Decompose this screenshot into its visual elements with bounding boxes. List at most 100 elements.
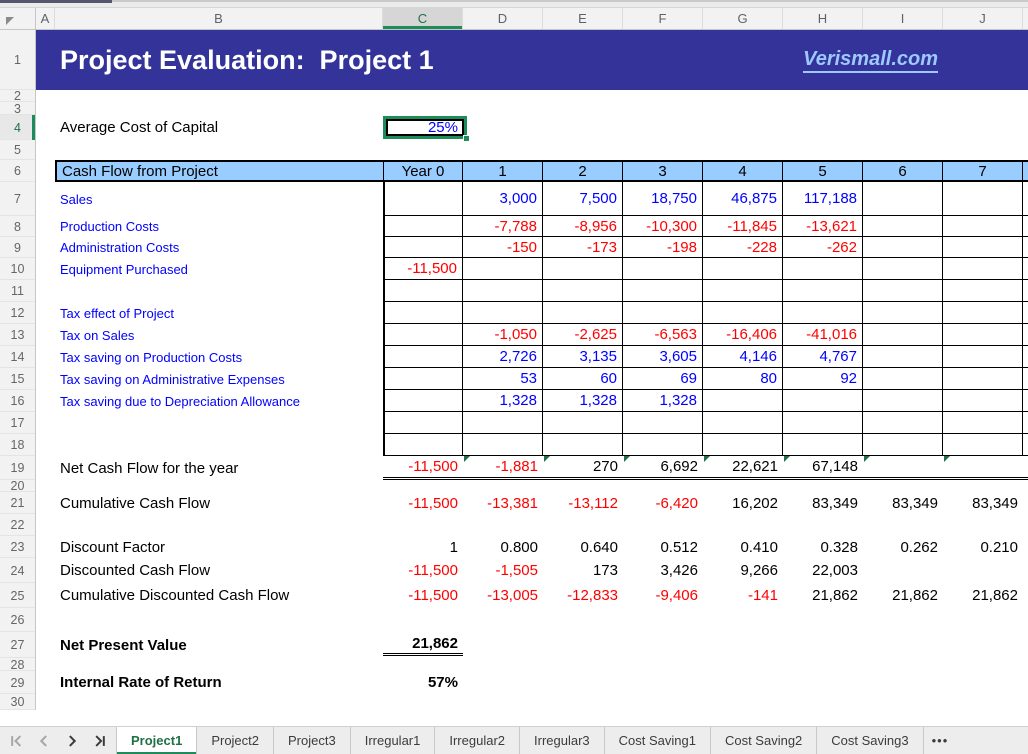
grid-cell[interactable]: 4,767 (783, 346, 863, 368)
row-header-4-selected[interactable]: 4 (0, 115, 36, 140)
grid-cell[interactable]: 9,266 (740, 562, 778, 579)
cell-a6[interactable] (36, 160, 55, 182)
row-label-production-costs[interactable]: Production Costs (60, 219, 159, 234)
grid-cell[interactable]: 0.640 (580, 538, 618, 556)
grid-cell[interactable] (463, 258, 543, 280)
row-label-discounted-cash-flow[interactable]: Discounted Cash Flow (60, 562, 211, 579)
grid-cell[interactable] (863, 258, 943, 280)
column-header-j[interactable]: J (943, 8, 1023, 29)
grid-cell[interactable]: 3,000 (463, 182, 543, 216)
grid-cell[interactable] (783, 280, 863, 302)
grid-cell[interactable]: 69 (623, 368, 703, 390)
cell-a18[interactable] (36, 434, 55, 456)
grid-cell[interactable]: 4 (703, 160, 783, 182)
grid-cell[interactable]: -8,956 (543, 216, 623, 237)
grid-cell[interactable]: -11,500 (408, 494, 458, 512)
row-label-equipment-purchased[interactable]: Equipment Purchased (60, 261, 188, 277)
grid-cell[interactable] (383, 434, 463, 456)
cell-a10[interactable] (36, 258, 55, 280)
row-header-1[interactable]: 1 (0, 30, 36, 90)
capital-input-cell-selected[interactable]: 25% (383, 116, 470, 142)
grid-cell[interactable]: 2,726 (463, 346, 543, 368)
grid-cell[interactable]: 21,862 (892, 587, 938, 604)
column-header-e[interactable]: E (543, 8, 623, 29)
grid-cell[interactable]: 117,188 (783, 182, 863, 216)
grid-cell[interactable]: 3,135 (543, 346, 623, 368)
cell-a8[interactable] (36, 216, 55, 237)
grid-cell[interactable] (863, 390, 943, 412)
grid-cell[interactable]: 83,349 (892, 494, 938, 512)
grid-cell[interactable] (383, 412, 463, 434)
grid-cell[interactable]: 1,328 (463, 390, 543, 412)
grid-cell[interactable] (943, 558, 1023, 583)
cell-a16[interactable] (36, 390, 55, 412)
grid-cell[interactable]: 1 (463, 160, 543, 182)
tab-cost-saving3[interactable]: Cost Saving3 (817, 727, 924, 754)
grid-cell[interactable]: -41,016 (783, 324, 863, 346)
grid-cell[interactable]: -11,500 (383, 258, 463, 280)
row-header-29[interactable]: 29 (0, 671, 36, 694)
grid-cell[interactable]: -262 (783, 237, 863, 258)
grid-cell[interactable]: 22,003 (812, 562, 858, 579)
row-label-tax-effect[interactable]: Tax effect of Project (60, 305, 174, 321)
row-header-20[interactable]: 20 (0, 480, 36, 492)
grid-cell[interactable]: -9,406 (655, 587, 698, 604)
row-label-tax-saving-depreciation[interactable]: Tax saving due to Depreciation Allowance (60, 393, 300, 409)
row-header-10[interactable]: 10 (0, 258, 36, 280)
row-header-11[interactable]: 11 (0, 280, 36, 302)
grid-cell[interactable] (463, 302, 543, 324)
column-header-b[interactable]: B (55, 8, 383, 29)
grid-cell[interactable] (943, 390, 1023, 412)
cell-a25[interactable] (36, 583, 55, 608)
grid-cell[interactable]: -141 (747, 587, 778, 604)
grid-cell[interactable] (623, 258, 703, 280)
row-header-9[interactable]: 9 (0, 237, 36, 258)
grid-cell[interactable]: 21,862 (972, 587, 1018, 604)
cell-a29[interactable] (36, 671, 55, 694)
row-header-12[interactable]: 12 (0, 302, 36, 324)
grid-cell[interactable]: -1,505 (495, 562, 538, 579)
grid-cell[interactable]: 7 (943, 160, 1023, 182)
grid-cell[interactable] (943, 412, 1023, 434)
cell-a11[interactable] (36, 280, 55, 302)
grid-cell[interactable]: 1,328 (543, 390, 623, 412)
previous-sheet-button[interactable] (38, 734, 50, 747)
row-label-tax-saving-admin[interactable]: Tax saving on Administrative Expenses (60, 371, 285, 387)
grid-cell[interactable] (383, 390, 463, 412)
grid-cell[interactable]: -228 (703, 237, 783, 258)
row-header-16[interactable]: 16 (0, 390, 36, 412)
grid-cell[interactable] (863, 558, 943, 583)
grid-cell[interactable]: 0.512 (660, 538, 698, 556)
grid-cell[interactable] (943, 280, 1023, 302)
row-header-23[interactable]: 23 (0, 536, 36, 558)
row-label-administration-costs[interactable]: Administration Costs (60, 240, 180, 255)
grid-cell[interactable]: 0.410 (740, 538, 778, 556)
row-header-26[interactable]: 26 (0, 608, 36, 632)
grid-cell[interactable] (543, 434, 623, 456)
grid-cell[interactable] (943, 258, 1023, 280)
grid-cell[interactable]: 3,605 (623, 346, 703, 368)
grid-cell[interactable] (863, 237, 943, 258)
cell-a27[interactable] (36, 632, 55, 658)
grid-cell[interactable] (383, 280, 463, 302)
grid-cell[interactable]: -1,050 (463, 324, 543, 346)
cell-a19[interactable] (36, 456, 55, 480)
column-header-i[interactable]: I (863, 8, 943, 29)
row-header-6[interactable]: 6 (0, 160, 36, 182)
first-sheet-button[interactable] (10, 734, 22, 747)
grid-cell[interactable]: -150 (463, 237, 543, 258)
title-banner[interactable]: Project Evaluation: Project 1 Verismall.… (36, 30, 1028, 90)
cell-a21[interactable] (36, 492, 55, 514)
grid-cell[interactable] (943, 302, 1023, 324)
tab-project1-active[interactable]: Project1 (116, 727, 198, 754)
row-label-blank[interactable] (55, 412, 383, 434)
grid-cell[interactable]: 60 (543, 368, 623, 390)
grid-cell[interactable]: -6,420 (655, 494, 698, 512)
grid-cell[interactable] (783, 390, 863, 412)
grid-cell[interactable]: 0.210 (980, 538, 1018, 556)
grid-cell[interactable] (383, 182, 463, 216)
grid-cell[interactable]: -12,833 (567, 587, 618, 604)
grid-cell[interactable] (783, 302, 863, 324)
grid-cell[interactable]: -16,406 (703, 324, 783, 346)
tab-irregular1[interactable]: Irregular1 (351, 727, 436, 754)
